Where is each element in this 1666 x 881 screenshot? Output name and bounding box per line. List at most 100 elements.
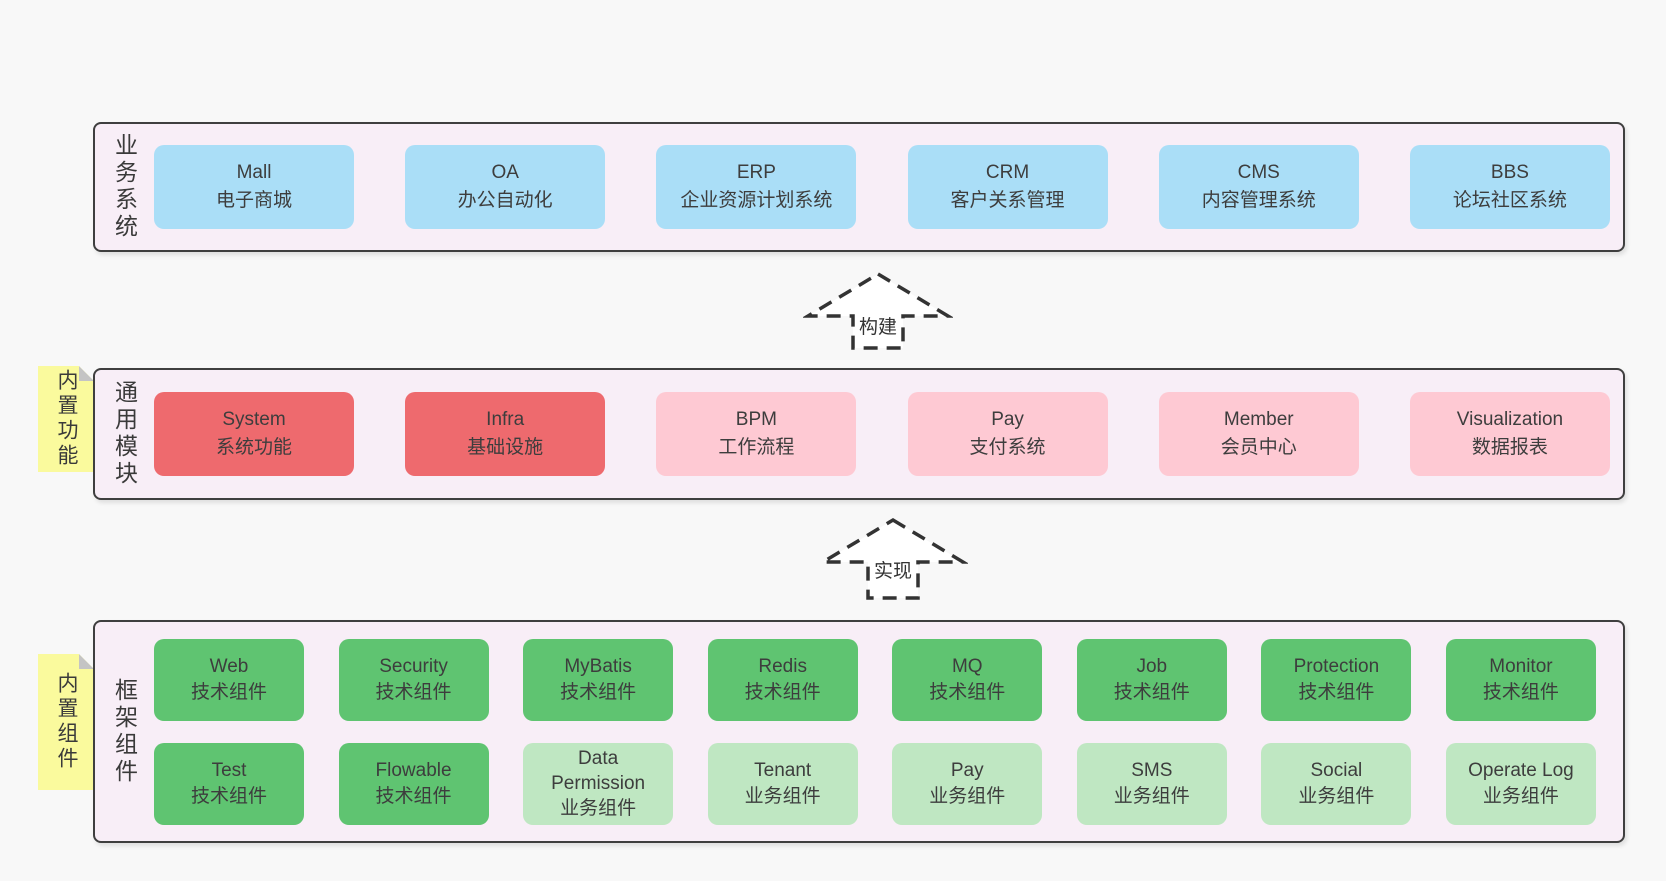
- box-mq: MQ 技术组件: [892, 638, 1043, 721]
- dashed-up-arrow-icon: [803, 271, 953, 350]
- box-web: Web 技术组件: [154, 638, 304, 721]
- arrow-up-implement: [818, 516, 968, 602]
- box-title: Redis: [758, 656, 807, 678]
- box-mybatis: MyBatis 技术组件: [523, 638, 674, 721]
- layer-label-components: 框架组件: [95, 622, 154, 841]
- sticky-note-builtin-features: 内置功能: [38, 366, 94, 472]
- box-title: SMS: [1131, 760, 1173, 782]
- framework-components-row-2: Test 技术组件 Flowable 技术组件 Data Permission 业务组件 T…: [154, 742, 1596, 825]
- box-job: Job 技术组件: [1076, 638, 1227, 721]
- box-redis: Redis 技术组件: [707, 638, 858, 721]
- layer-framework-components: 框架组件 Web 技术组件 Security 技术组件 MyBatis 技术组件 Redis…: [93, 620, 1625, 843]
- arrow-implement-label: 实现: [873, 561, 912, 582]
- box-title: Operate Log: [1468, 760, 1574, 782]
- common-modules-boxes: System 系统功能 Infra 基础设施 BPM 工作流程 Pay 支付系统 Member 会…: [154, 370, 1623, 498]
- box-subtitle: 技术组件: [1482, 681, 1559, 703]
- box-subtitle: 数据报表: [1471, 437, 1548, 458]
- sticky-note-builtin-features-text: 内置功能: [55, 369, 78, 469]
- box-title: System: [222, 408, 286, 430]
- box-mall: Mall 电子商城: [154, 145, 354, 229]
- box-security: Security 技术组件: [338, 638, 489, 721]
- box-pay: Pay 支付系统: [907, 392, 1108, 476]
- box-title: Infra: [486, 408, 525, 430]
- box-monitor: Monitor 技术组件: [1445, 638, 1596, 721]
- layer-label-modules-text: 通用模块: [111, 380, 138, 488]
- box-title: OA: [491, 161, 519, 183]
- box-subtitle: 业务组件: [1482, 785, 1559, 807]
- box-title: BPM: [735, 408, 777, 430]
- box-subtitle: 基础设施: [467, 437, 544, 458]
- box-title: Member: [1223, 408, 1294, 430]
- arrow-build-label: 构建: [858, 317, 897, 338]
- box-member: Member 会员中心: [1158, 392, 1359, 476]
- box-pay: Pay 业务组件: [892, 742, 1043, 825]
- box-test: Test 技术组件: [154, 742, 304, 825]
- box-title: MyBatis: [564, 656, 632, 678]
- box-subtitle: 业务组件: [744, 785, 821, 807]
- box-subtitle: 企业资源计划系统: [680, 190, 833, 211]
- box-subtitle: 技术组件: [744, 681, 821, 703]
- box-subtitle: 业务组件: [560, 798, 637, 820]
- box-subtitle: 工作流程: [718, 437, 795, 458]
- box-data-permission: Data Permission 业务组件: [523, 742, 674, 825]
- box-subtitle: 内容管理系统: [1201, 190, 1316, 211]
- framework-components-row-1: Web 技术组件 Security 技术组件 MyBatis 技术组件 Redis 技术组件 M…: [154, 638, 1596, 721]
- box-title: Data Permission: [551, 747, 646, 794]
- box-title: CMS: [1237, 161, 1280, 183]
- sticky-note-builtin-components-text: 内置组件: [55, 672, 78, 772]
- box-title: Social: [1310, 760, 1363, 782]
- box-title: Tenant: [754, 760, 812, 782]
- box-subtitle: 论坛社区系统: [1452, 190, 1567, 211]
- business-systems-boxes: Mall 电子商城 OA 办公自动化 ERP 企业资源计划系统 CRM 客户关系管理 CMS 内容…: [154, 124, 1623, 250]
- box-protection: Protection 技术组件: [1261, 638, 1412, 721]
- layer-business-systems: 业务系统 Mall 电子商城 OA 办公自动化 ERP 企业资源计划系统 CRM 客户关系管理…: [93, 122, 1625, 252]
- box-subtitle: 会员中心: [1220, 437, 1297, 458]
- box-subtitle: 办公自动化: [457, 190, 553, 211]
- box-subtitle: 技术组件: [375, 785, 452, 807]
- box-title: Web: [209, 656, 249, 678]
- box-title: ERP: [736, 161, 776, 183]
- box-system: System 系统功能: [154, 392, 354, 476]
- framework-components-rows: Web 技术组件 Security 技术组件 MyBatis 技术组件 Redis 技术组件 M…: [154, 622, 1623, 841]
- box-title: Job: [1136, 656, 1168, 678]
- box-title: CRM: [985, 161, 1030, 183]
- layer-label-business-text: 业务系统: [111, 133, 138, 241]
- box-subtitle: 业务组件: [1298, 785, 1375, 807]
- box-sms: SMS 业务组件: [1076, 742, 1227, 825]
- box-subtitle: 业务组件: [1113, 785, 1190, 807]
- box-subtitle: 技术组件: [929, 681, 1006, 703]
- box-title: Pay: [991, 408, 1024, 430]
- box-subtitle: 技术组件: [190, 785, 267, 807]
- box-subtitle: 系统功能: [215, 437, 292, 458]
- box-title: Test: [211, 760, 247, 782]
- box-flowable: Flowable 技术组件: [338, 742, 489, 825]
- layer-label-business: 业务系统: [95, 124, 154, 250]
- box-oa: OA 办公自动化: [405, 145, 606, 229]
- sticky-note-builtin-components: 内置组件: [38, 654, 94, 790]
- box-bbs: BBS 论坛社区系统: [1409, 145, 1610, 229]
- box-title: MQ: [951, 656, 983, 678]
- box-bpm: BPM 工作流程: [656, 392, 857, 476]
- box-title: BBS: [1490, 161, 1529, 183]
- box-subtitle: 技术组件: [560, 681, 637, 703]
- layer-label-modules: 通用模块: [95, 370, 154, 498]
- box-tenant: Tenant 业务组件: [707, 742, 858, 825]
- box-subtitle: 客户关系管理: [950, 190, 1065, 211]
- box-title: Pay: [950, 760, 984, 782]
- box-subtitle: 电子商城: [215, 190, 292, 211]
- box-operate-log: Operate Log 业务组件: [1445, 742, 1596, 825]
- box-subtitle: 业务组件: [929, 785, 1006, 807]
- layer-label-components-text: 框架组件: [111, 677, 138, 786]
- box-title: Monitor: [1489, 656, 1553, 678]
- box-subtitle: 技术组件: [375, 681, 452, 703]
- box-title: Flowable: [375, 760, 452, 782]
- box-title: Mall: [236, 161, 272, 183]
- box-title: Visualization: [1456, 408, 1564, 430]
- box-erp: ERP 企业资源计划系统: [656, 145, 857, 229]
- box-subtitle: 支付系统: [969, 437, 1046, 458]
- dashed-up-arrow-icon: [818, 517, 968, 600]
- box-subtitle: 技术组件: [190, 681, 267, 703]
- box-title: Security: [379, 656, 448, 678]
- box-infra: Infra 基础设施: [405, 392, 606, 476]
